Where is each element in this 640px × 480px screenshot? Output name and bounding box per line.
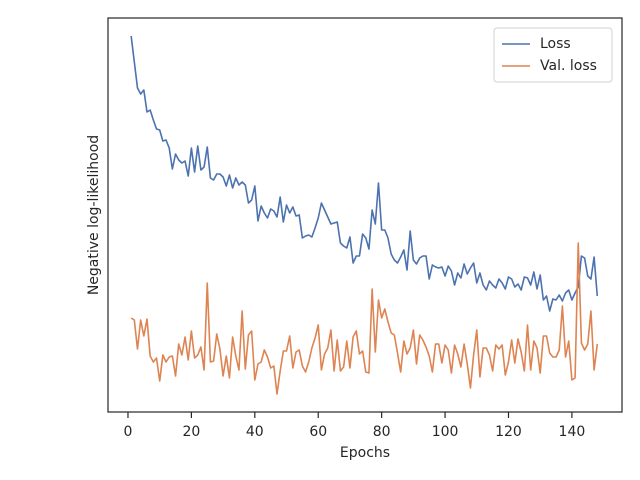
- legend: Loss Val. loss: [493, 27, 613, 83]
- line-series: [130, 35, 599, 312]
- x-tick-label: 100: [432, 424, 459, 440]
- x-tick-label: 20: [182, 424, 200, 440]
- x-tick-label: 120: [495, 424, 522, 440]
- legend-label: Loss: [540, 36, 571, 52]
- x-tick-label: 40: [246, 424, 264, 440]
- x-axis-label: Epochs: [340, 445, 390, 461]
- plot-frame: [107, 17, 623, 413]
- x-tick-label: 140: [559, 424, 586, 440]
- x-tick-label: 60: [309, 424, 327, 440]
- legend-label: Val. loss: [540, 58, 597, 74]
- legend-box: [493, 27, 613, 83]
- x-tick-label: 80: [373, 424, 391, 440]
- x-tick-label: 0: [124, 424, 133, 440]
- line-series: [130, 242, 599, 395]
- y-axis-label: Negative log-likelihood: [86, 135, 102, 295]
